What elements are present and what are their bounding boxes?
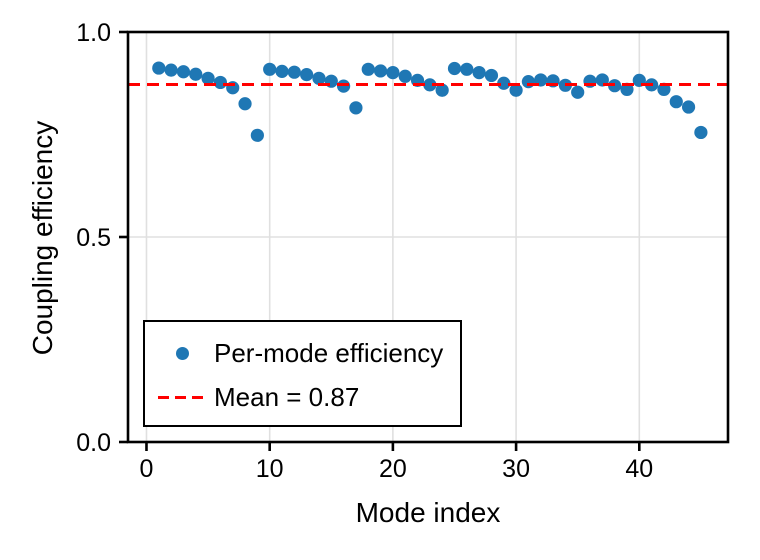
x-axis-label: Mode index [355,497,501,528]
data-point [694,125,708,140]
y-tick-label: 0.5 [76,224,111,252]
data-point [657,82,671,96]
y-axis-label: Coupling efficiency [27,120,58,356]
legend-item-mean: Mean = 0.87 [155,375,460,419]
x-tick-label: 20 [379,455,407,483]
legend-label-per-mode-efficiency: Per-mode efficiency [214,337,444,368]
data-point [349,101,363,115]
x-tick-label: 40 [625,455,653,483]
data-point [460,62,474,76]
y-tick-label: 1.0 [76,19,111,47]
data-point [497,76,511,90]
data-point [620,82,634,96]
data-point [300,68,314,82]
data-point [361,62,375,76]
data-point [312,71,326,85]
data-point [275,64,289,78]
data-point [287,65,301,79]
data-point [213,75,228,90]
data-point [509,83,523,97]
data-point [250,128,264,142]
scatter-marker-icon [175,346,189,360]
data-point [423,78,437,92]
data-point [571,85,585,99]
data-point [152,61,166,75]
data-point [373,64,388,78]
data-point [337,79,351,93]
x-tick-label: 0 [140,455,154,483]
data-point [238,97,252,111]
data-point [472,65,486,80]
data-point [398,69,412,83]
data-point [521,75,536,89]
data-point [263,62,277,76]
data-point [164,63,178,77]
y-tick-label: 0.0 [76,429,111,457]
data-point [176,65,191,79]
data-point [681,100,696,114]
data-point [484,68,499,83]
x-tick-label: 10 [256,455,284,483]
data-point [435,83,449,97]
data-point [386,65,400,80]
x-tick-label: 30 [502,455,530,483]
data-point [189,67,203,81]
legend: Per-mode efficiency Mean = 0.87 [143,320,462,427]
legend-item-per-mode-efficiency: Per-mode efficiency [155,331,460,375]
data-point [669,95,683,109]
data-point [201,71,215,85]
legend-label-mean: Mean = 0.87 [214,381,360,412]
data-point [447,61,462,76]
dashed-line-marker-icon [158,395,206,399]
